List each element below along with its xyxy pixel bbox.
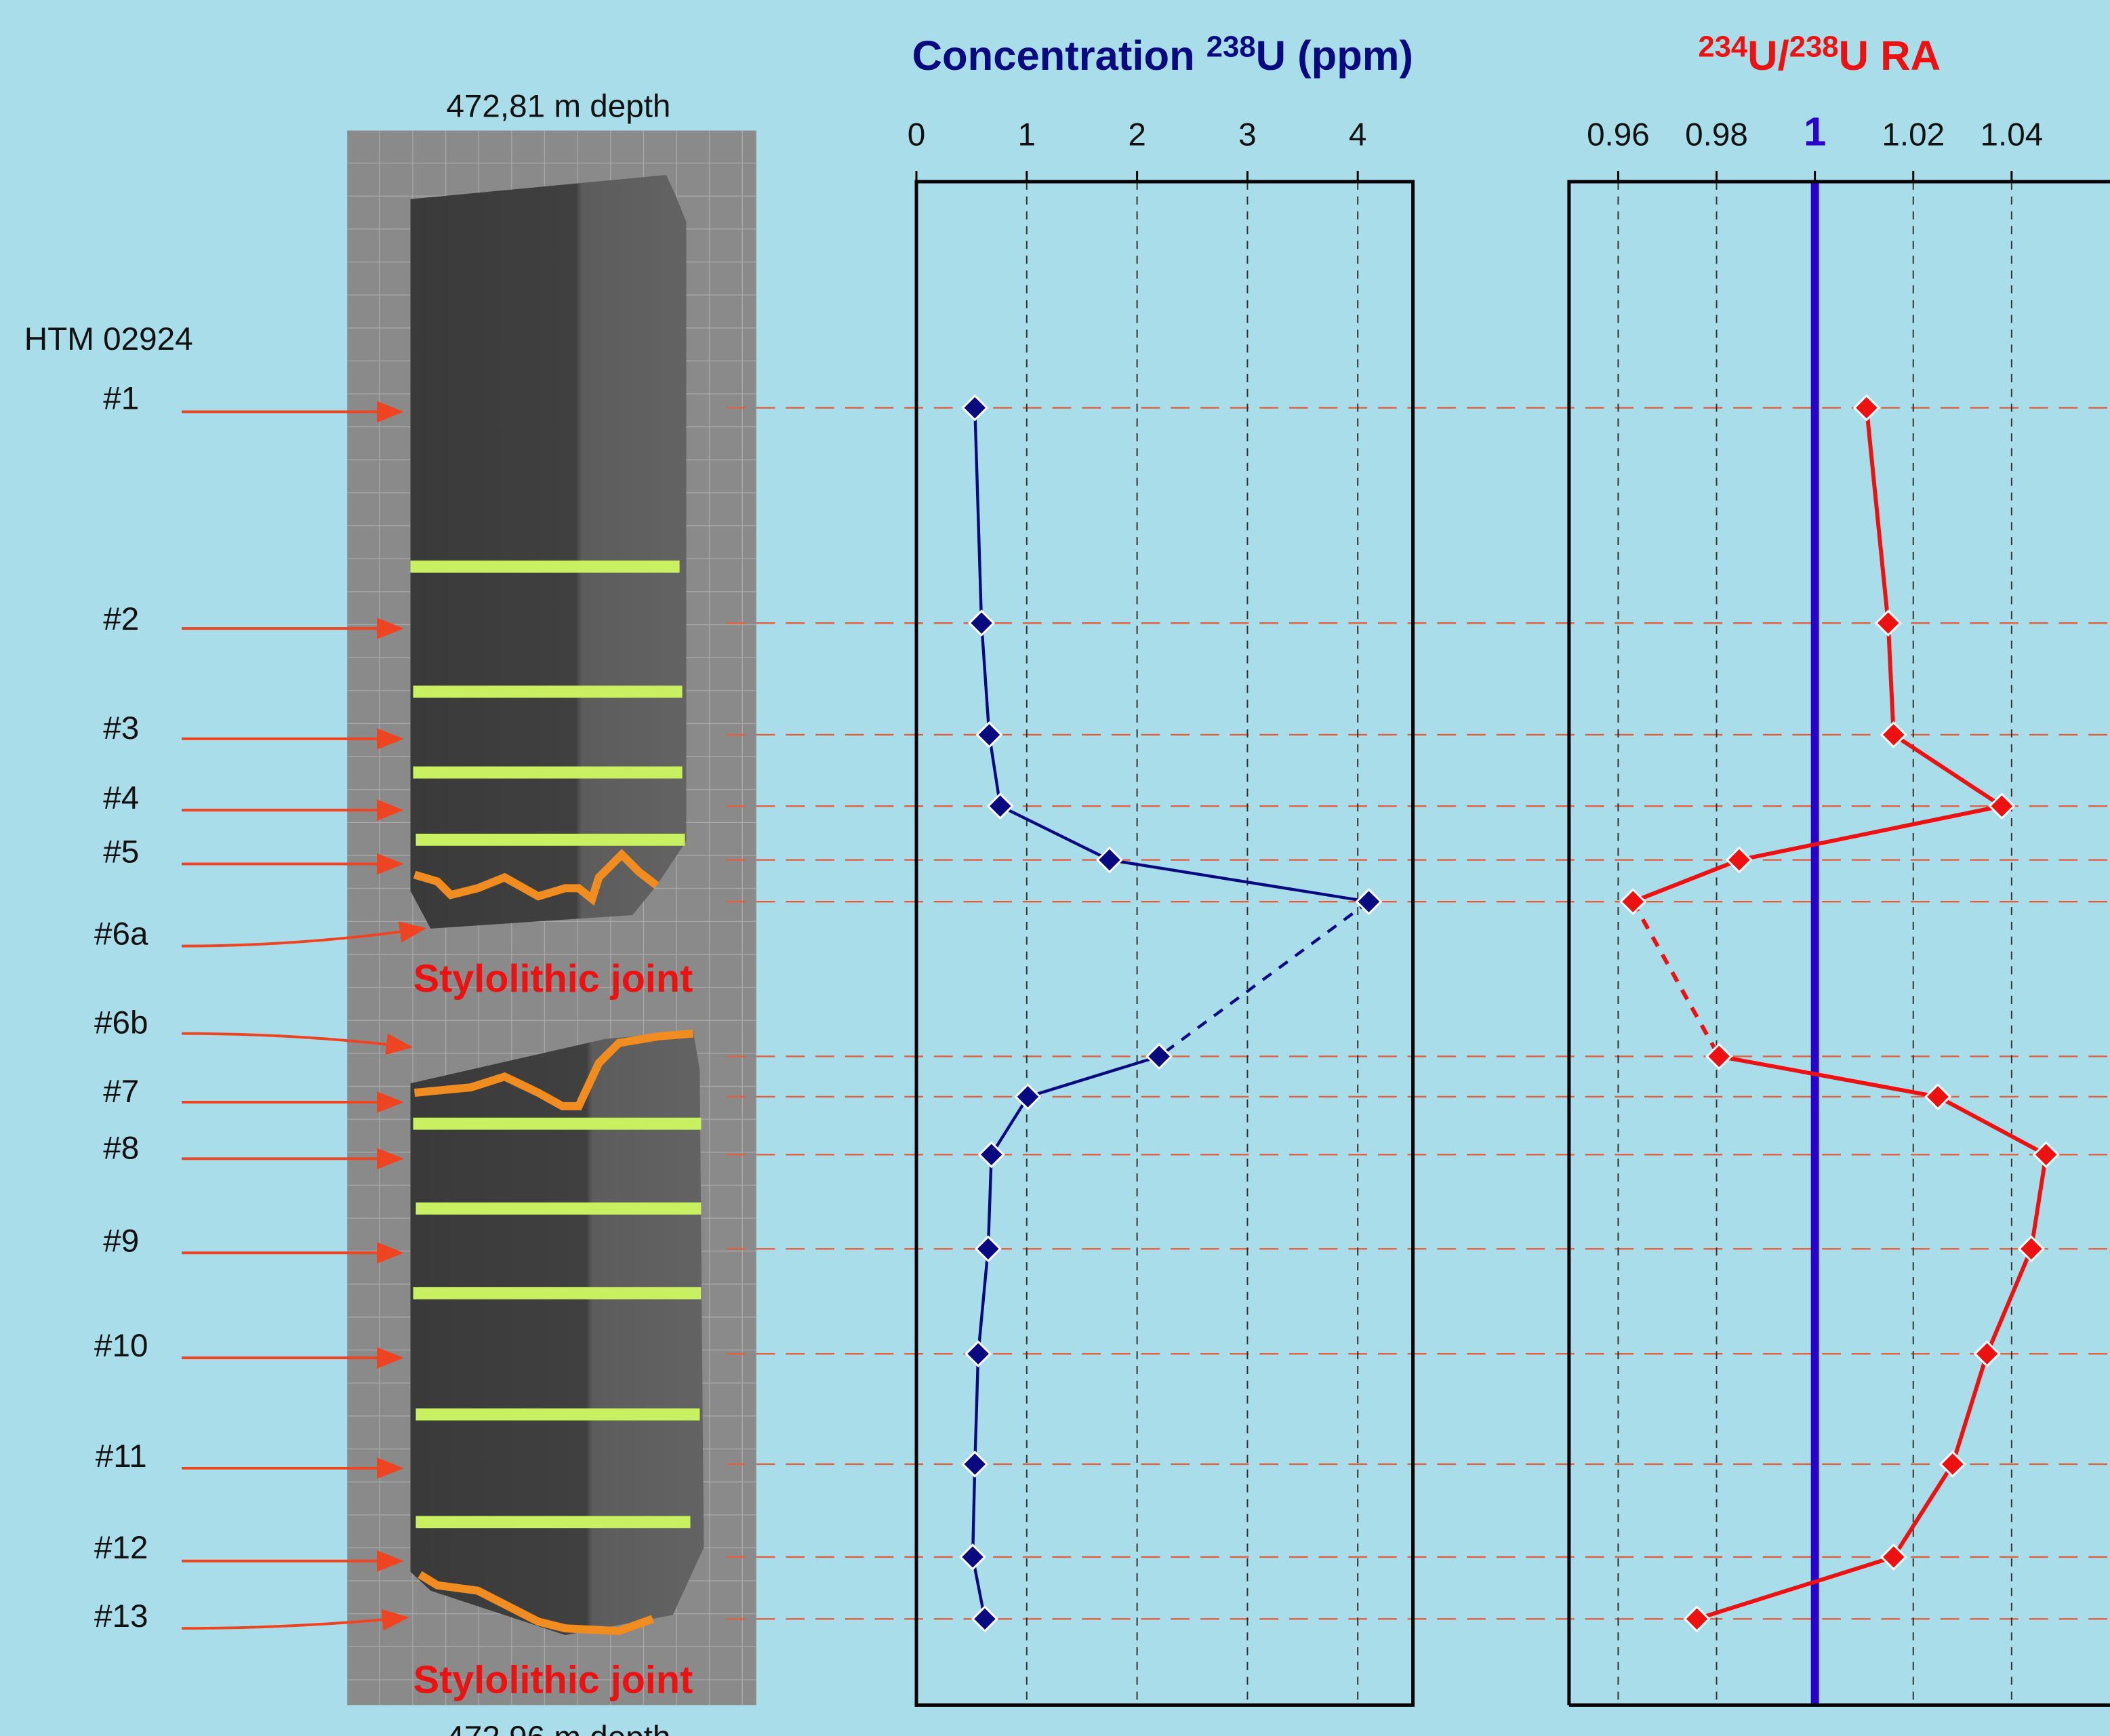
data-point bbox=[976, 1236, 1000, 1261]
data-point bbox=[1727, 848, 1751, 872]
x-tick-label: 1.04 bbox=[1980, 117, 2043, 153]
sample-label: #1 bbox=[103, 381, 139, 417]
data-point bbox=[1926, 1085, 1950, 1109]
sample-label: #10 bbox=[94, 1328, 148, 1364]
data-point bbox=[1882, 1545, 1906, 1569]
data-point bbox=[1357, 889, 1381, 914]
data-point bbox=[979, 1142, 1004, 1167]
data-point bbox=[1854, 396, 1879, 420]
joint-label: Stylolithic joint bbox=[413, 957, 693, 1001]
title-part: 238 bbox=[1789, 30, 1839, 63]
data-point bbox=[1685, 1607, 1709, 1631]
series-line bbox=[973, 1056, 1159, 1619]
title-part: U/ bbox=[1747, 33, 1789, 79]
sample-label: #4 bbox=[103, 780, 139, 816]
data-point bbox=[1941, 1452, 1965, 1476]
sample-label: #13 bbox=[94, 1598, 148, 1634]
data-point bbox=[1882, 723, 1906, 747]
x-tick-label: 3 bbox=[1238, 117, 1257, 153]
figure: 472,81 m depth 472,96 m depth HTM 02924 … bbox=[0, 0, 2110, 1736]
series-line bbox=[975, 408, 1368, 902]
data-point bbox=[1621, 889, 1645, 914]
data-point bbox=[1975, 1341, 2000, 1366]
chart-title: Concentration 238U (ppm) bbox=[912, 30, 1413, 79]
data-point bbox=[962, 1452, 987, 1476]
x-tick-label: 0 bbox=[908, 117, 926, 153]
x-tick-label: 1 bbox=[1018, 117, 1036, 153]
chart-title: 234U/238U RA bbox=[1698, 30, 1941, 79]
plot-frame bbox=[916, 182, 1413, 1705]
sample-label: #9 bbox=[103, 1223, 139, 1259]
plot-frame bbox=[1569, 182, 2110, 1705]
data-point bbox=[1097, 848, 1122, 872]
series-line bbox=[1633, 902, 1719, 1056]
data-point bbox=[1876, 611, 1901, 635]
data-point bbox=[1016, 1085, 1040, 1109]
joint-label: Stylolithic joint bbox=[413, 1658, 693, 1701]
bottom-depth: 472,96 m depth bbox=[446, 1720, 670, 1736]
data-point bbox=[2034, 1142, 2058, 1167]
x-tick-label: 0.98 bbox=[1685, 117, 1748, 153]
x-tick-label: 2 bbox=[1128, 117, 1146, 153]
sample-label: #8 bbox=[103, 1130, 139, 1166]
core-upper bbox=[411, 175, 687, 929]
x-tick-label: 1.02 bbox=[1882, 117, 1945, 153]
title-part: 238 bbox=[1206, 30, 1256, 63]
data-point bbox=[1989, 794, 2014, 818]
sample-label: #12 bbox=[94, 1530, 148, 1566]
x-tick-label: 1 bbox=[1804, 108, 1826, 154]
title-part: Concentration bbox=[912, 33, 1206, 79]
core-id: HTM 02924 bbox=[24, 321, 193, 357]
data-point bbox=[2019, 1236, 2044, 1261]
title-part: U RA bbox=[1839, 33, 1941, 79]
sample-label: #3 bbox=[103, 710, 139, 746]
data-point bbox=[960, 1545, 985, 1569]
x-tick-label: 4 bbox=[1349, 117, 1367, 153]
data-point bbox=[1147, 1045, 1171, 1069]
sample-label: #7 bbox=[103, 1074, 139, 1110]
top-depth: 472,81 m depth bbox=[446, 89, 670, 125]
sample-label: #6a bbox=[94, 916, 148, 952]
sample-label: #2 bbox=[103, 601, 139, 637]
series-line bbox=[1159, 902, 1368, 1056]
data-point bbox=[1707, 1045, 1731, 1069]
data-point bbox=[966, 1341, 990, 1366]
series-line bbox=[1697, 1056, 2046, 1619]
data-point bbox=[973, 1607, 997, 1631]
data-point bbox=[969, 611, 994, 635]
sample-label: #11 bbox=[96, 1438, 147, 1474]
data-point bbox=[977, 723, 1002, 747]
title-part: U (ppm) bbox=[1256, 33, 1413, 79]
sample-label: #5 bbox=[103, 834, 139, 870]
data-point bbox=[988, 794, 1013, 818]
x-tick-label: 0.96 bbox=[1587, 117, 1650, 153]
title-part: 234 bbox=[1698, 30, 1748, 63]
sample-label: #6b bbox=[94, 1005, 148, 1041]
data-point bbox=[962, 396, 987, 420]
